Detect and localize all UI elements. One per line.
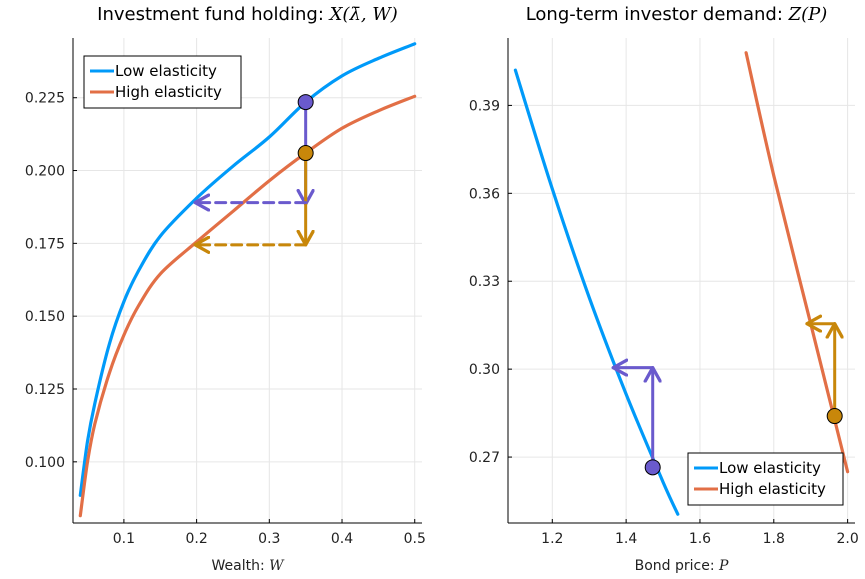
right-xlabel-text: Bond price:	[635, 558, 719, 574]
series-line-high-elasticity	[78, 94, 417, 518]
right-legend-label-low: Low elasticity	[719, 459, 821, 477]
y-tick-label: 0.27	[469, 450, 500, 466]
left-legend-label-high: High elasticity	[115, 83, 222, 101]
left-legend-label-low: Low elasticity	[115, 62, 217, 80]
right-arrows	[613, 324, 834, 469]
x-tick-label: 1.8	[763, 531, 785, 547]
left-xlabel-math: W	[269, 558, 285, 574]
y-tick-label: 0.33	[469, 274, 500, 290]
x-tick-label: 0.5	[404, 531, 426, 547]
gold-point	[826, 408, 843, 425]
left-title-math: X(λ̄, W)	[328, 4, 398, 25]
series-line-low-elasticity	[513, 68, 680, 516]
left-chart-title: Investment fund holding: X(λ̄, W)	[97, 4, 398, 25]
left-chart-panel: 0.1 0.2 0.3 0.4 0.5 0.100 0.125 0.150 0.175 0.200…	[25, 4, 426, 574]
right-legend: Low elasticity High elasticity	[687, 452, 844, 506]
right-tick-labels: 1.2 1.4 1.6 1.8 2.0 0.27 0.30 0.33 0.36 0.39	[469, 98, 859, 547]
y-tick-label: 0.125	[25, 382, 65, 398]
x-tick-label: 1.6	[689, 531, 711, 547]
left-axes	[72, 38, 422, 524]
right-chart-panel: 1.2 1.4 1.6 1.8 2.0 0.27 0.30 0.33 0.36 0.39 Long…	[469, 4, 859, 574]
x-tick-label: 2.0	[836, 531, 858, 547]
left-x-axis-label: Wealth: W	[211, 558, 285, 574]
left-series	[78, 42, 417, 518]
purple-point	[297, 94, 314, 111]
right-legend-label-high: High elasticity	[719, 480, 826, 498]
right-title-text: Long-term investor demand:	[526, 4, 789, 25]
right-axes	[507, 38, 855, 524]
x-tick-label: 0.1	[113, 531, 135, 547]
y-tick-label: 0.225	[25, 91, 65, 107]
gold-point	[297, 145, 314, 162]
x-tick-label: 1.2	[541, 531, 563, 547]
y-tick-label: 0.150	[25, 309, 65, 325]
x-tick-label: 0.2	[185, 531, 207, 547]
purple-point	[644, 459, 661, 476]
x-tick-label: 0.3	[258, 531, 280, 547]
y-tick-label: 0.39	[469, 98, 500, 114]
y-tick-label: 0.30	[469, 362, 500, 378]
left-legend: Low elasticity High elasticity	[83, 55, 242, 109]
y-tick-label: 0.175	[25, 236, 65, 252]
right-chart-title: Long-term investor demand: Z(P)	[526, 4, 828, 25]
y-tick-label: 0.36	[469, 186, 500, 202]
right-legend-box	[687, 452, 844, 506]
right-title-math: Z(P)	[788, 4, 828, 25]
y-tick-label: 0.200	[25, 164, 65, 180]
right-points	[644, 408, 843, 476]
right-xlabel-math: P	[718, 558, 729, 574]
left-title-text: Investment fund holding:	[97, 4, 329, 25]
y-tick-label: 0.100	[25, 455, 65, 471]
x-tick-label: 1.4	[615, 531, 637, 547]
left-points	[297, 94, 314, 162]
left-xlabel-text: Wealth:	[211, 558, 269, 574]
left-tick-labels: 0.1 0.2 0.3 0.4 0.5 0.100 0.125 0.150 0.175 0.200…	[25, 91, 426, 547]
series-line-low-elasticity	[78, 42, 417, 497]
right-gridlines	[508, 38, 855, 523]
left-legend-box	[83, 55, 242, 109]
right-x-axis-label: Bond price: P	[635, 558, 729, 574]
x-tick-label: 0.4	[331, 531, 353, 547]
